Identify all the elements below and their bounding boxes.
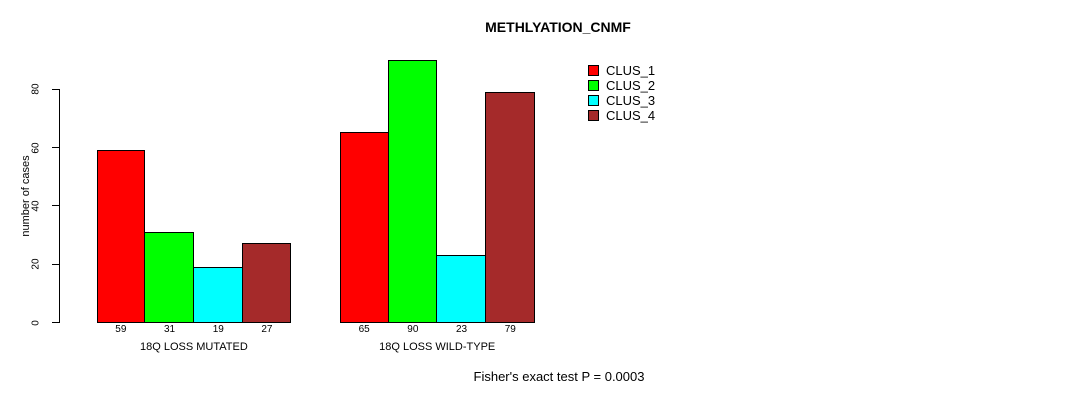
y-tick xyxy=(52,263,59,265)
legend-label: CLUS_1 xyxy=(606,63,656,78)
legend-label: CLUS_2 xyxy=(606,78,656,93)
legend-swatch-clus_3 xyxy=(588,95,599,106)
legend-row: CLUS_4 xyxy=(588,108,656,123)
group-label: 18Q LOSS MUTATED xyxy=(139,341,248,353)
y-tick xyxy=(52,147,59,148)
y-tick-label: 20 xyxy=(30,258,42,270)
legend-label: CLUS_3 xyxy=(606,93,656,108)
y-axis-line xyxy=(59,88,60,323)
legend-swatch-clus_1 xyxy=(588,65,599,76)
bar-value-label: 90 xyxy=(407,324,419,335)
group-label: 18Q LOSS WILD-TYPE xyxy=(379,341,496,353)
legend-swatch-clus_4 xyxy=(588,110,599,121)
y-tick xyxy=(52,205,59,207)
y-tick-label: 0 xyxy=(30,319,42,326)
legend-row: CLUS_3 xyxy=(588,93,656,108)
legend-row: CLUS_2 xyxy=(588,78,656,93)
bar-clus_1-group2 xyxy=(340,132,389,323)
legend-swatch-clus_2 xyxy=(588,80,599,91)
bar-value-label: 27 xyxy=(261,324,273,335)
y-axis-title: number of cases xyxy=(20,155,32,237)
bar-value-label: 23 xyxy=(455,324,468,335)
y-tick xyxy=(52,88,59,90)
legend: CLUS_1 CLUS_2 CLUS_3 CLUS_4 xyxy=(588,63,656,125)
bar-clus_4-group2 xyxy=(485,91,535,323)
bar-value-label: 59 xyxy=(115,324,127,335)
bar-clus_3-group1 xyxy=(193,266,243,323)
legend-label: CLUS_4 xyxy=(606,108,656,123)
bar-value-label: 19 xyxy=(212,324,224,335)
bar-value-label: 31 xyxy=(163,324,176,335)
y-tick xyxy=(52,322,59,323)
stat-test-caption: Fisher's exact test P = 0.0003 xyxy=(473,369,645,384)
bar-clus_3-group2 xyxy=(436,254,486,323)
bar-value-label: 65 xyxy=(358,324,370,335)
bar-clus_4-group1 xyxy=(242,243,291,323)
bar-clus_2-group2 xyxy=(388,59,437,323)
bar-clus_1-group1 xyxy=(97,149,145,323)
y-tick-label: 60 xyxy=(30,141,42,154)
chart-title: METHLYATION_CNMF xyxy=(485,19,631,35)
bar-clus_2-group1 xyxy=(144,231,194,323)
y-tick-label: 80 xyxy=(30,83,42,95)
y-tick-label: 40 xyxy=(30,200,42,212)
legend-row: CLUS_1 xyxy=(588,63,656,78)
bar-value-label: 79 xyxy=(504,324,516,335)
